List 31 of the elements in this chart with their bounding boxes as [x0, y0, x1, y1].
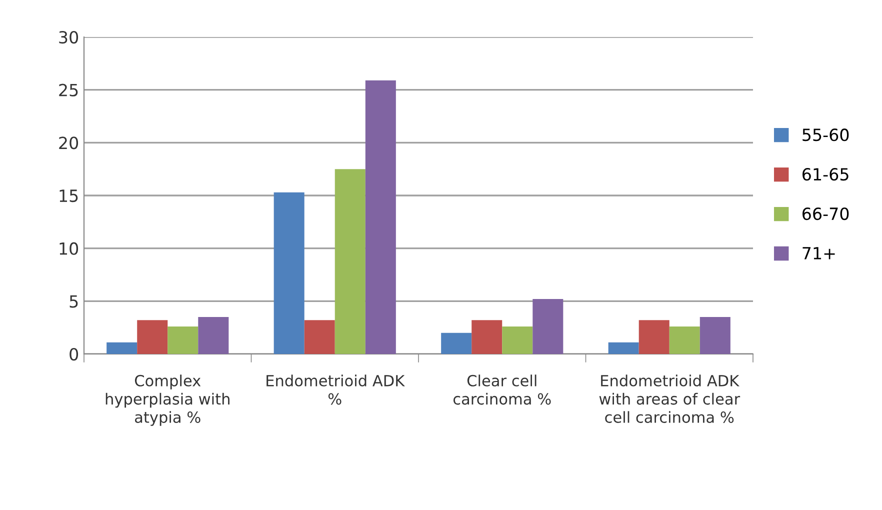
bar: [168, 326, 198, 354]
bar: [700, 317, 730, 354]
y-tick-label: 15: [60, 190, 78, 202]
bar: [106, 342, 138, 354]
y-tick-label: 25: [59, 84, 78, 96]
bar: [669, 326, 700, 354]
bar: [608, 342, 639, 354]
legend-label: 55-60: [802, 128, 849, 142]
y-tick-label: 20: [59, 136, 78, 150]
bar: [365, 80, 396, 354]
bar: [532, 299, 564, 354]
bar: [502, 326, 533, 354]
bar: [137, 320, 168, 354]
y-tick-label: 0: [70, 348, 78, 361]
bar: [472, 320, 502, 354]
x-tick-label: Complex hyperplasia with atypia %: [106, 374, 230, 426]
legend-label: 66-70: [802, 207, 849, 220]
y-tick-label: 5: [70, 295, 78, 308]
legend-label: 71+: [802, 247, 835, 260]
x-tick-label: Endometrioid ADK %: [266, 374, 405, 405]
x-tick-label: Clear cell carcinoma %: [453, 374, 551, 405]
bar: [274, 192, 304, 354]
y-tick-label: 10: [60, 242, 78, 255]
bar: [638, 320, 670, 354]
bar: [334, 169, 366, 354]
bar: [304, 320, 335, 354]
bar: [441, 332, 472, 354]
legend-label: 61-65: [802, 168, 848, 181]
y-tick-label: 30: [59, 30, 78, 44]
bar: [198, 317, 229, 354]
x-tick-label: Endometrioid ADK with areas of clear cell carcinoma %: [599, 374, 740, 423]
